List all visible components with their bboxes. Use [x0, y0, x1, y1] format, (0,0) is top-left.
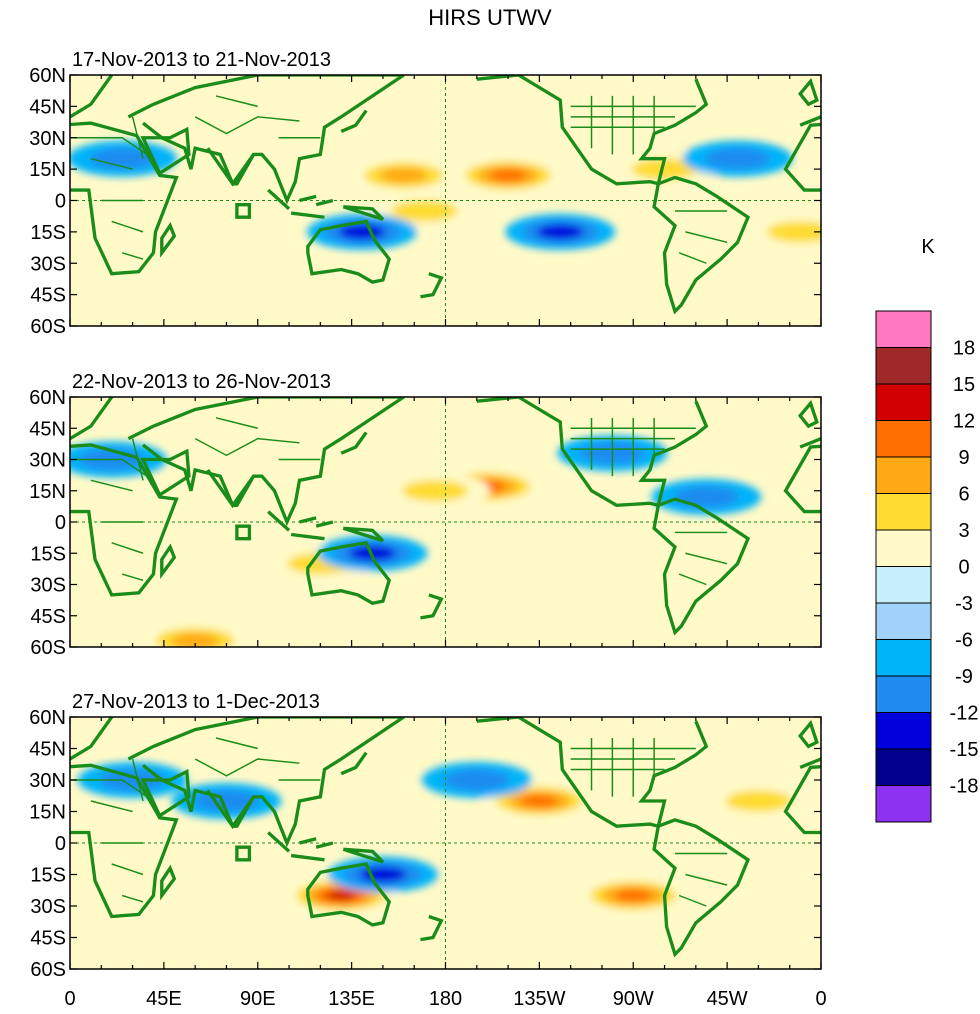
- colorbar-label: -3: [955, 593, 973, 615]
- y-tick-label: 0: [55, 191, 66, 213]
- colorbar-label: -18: [950, 776, 979, 798]
- y-tick-label: 45S: [30, 928, 66, 950]
- anomaly-contour: [489, 169, 527, 182]
- x-tick-label: 180: [429, 988, 462, 1010]
- colorbar-swatch: [875, 639, 932, 677]
- y-tick-label: 45N: [29, 418, 66, 440]
- colorbar-swatch: [875, 420, 932, 458]
- colorbar-swatch: [875, 493, 932, 531]
- colorbar-swatch: [875, 383, 932, 421]
- y-tick-label: 30S: [30, 575, 66, 597]
- colorbar-swatch: [875, 529, 932, 567]
- anomaly-contour: [402, 479, 469, 502]
- anomaly-contour: [89, 147, 156, 170]
- colorbar-label: 9: [958, 447, 969, 469]
- colorbar-swatch: [875, 310, 932, 348]
- y-tick-label: 45S: [30, 285, 66, 307]
- panel-label: 27-Nov-2013 to 1-Dec-2013: [72, 691, 320, 713]
- colorbar-label: -9: [955, 666, 973, 688]
- colorbar-label: 15: [953, 374, 975, 396]
- y-tick-label: 60S: [30, 637, 66, 659]
- colorbar-label: 3: [958, 520, 969, 542]
- x-tick-label: 0: [815, 988, 826, 1010]
- anomaly-field: [70, 75, 821, 326]
- colorbar-label: -15: [950, 739, 979, 761]
- map-panel-1: 17-Nov-2013 to 21-Nov-2013 60N 45N 30N 15N 0 1…: [29, 49, 822, 338]
- y-tick-label: 45S: [30, 606, 66, 628]
- anomaly-contour: [536, 224, 584, 240]
- y-tick-label: 15N: [29, 802, 66, 824]
- anomaly-contour: [767, 221, 821, 243]
- figure-title: HIRS UTWV: [428, 5, 552, 30]
- anomaly-contour: [359, 866, 407, 883]
- colorbar-swatch: [875, 785, 932, 823]
- x-tick-label: 90W: [613, 988, 654, 1010]
- anomaly-field: [70, 717, 821, 969]
- anomaly-field: [70, 397, 821, 647]
- colorbar-swatch: [875, 748, 932, 786]
- anomaly-contour: [443, 769, 510, 791]
- y-tick-label: 60N: [29, 65, 66, 87]
- anomaly-contour: [725, 790, 792, 812]
- colorbar-swatch: [875, 675, 932, 713]
- colorbar-label: 6: [958, 484, 969, 506]
- y-tick-label: 60N: [29, 387, 66, 409]
- x-tick-label: 135E: [328, 988, 375, 1010]
- colorbar-swatch: [875, 456, 932, 494]
- y-tick-label: 60N: [29, 707, 66, 729]
- anomaly-contour: [631, 158, 698, 180]
- colorbar-swatch: [875, 602, 932, 640]
- y-tick-label: 45N: [29, 96, 66, 118]
- colorbar-swatch: [875, 347, 932, 385]
- anomaly-contour: [614, 889, 652, 902]
- anomaly-contour: [391, 200, 458, 222]
- x-tick-label: 0: [64, 988, 75, 1010]
- y-tick-label: 30S: [30, 253, 66, 275]
- y-tick-label: 45N: [29, 739, 66, 761]
- x-tick-label: 45E: [146, 988, 182, 1010]
- colorbar-label: 12: [953, 411, 975, 433]
- map-panel-3: 27-Nov-2013 to 1-Dec-2013 60N 45N 30N 15N 0 15…: [29, 691, 822, 981]
- colorbar-label: -6: [955, 630, 973, 652]
- colorbar: 18 15 12 9 6 3 0 -3 -6 -9 -12 -15 -18 K: [875, 236, 979, 823]
- x-tick-label: 90E: [240, 988, 276, 1010]
- y-tick-label: 15N: [29, 159, 66, 181]
- y-tick-label: 60S: [30, 959, 66, 981]
- anomaly-contour: [99, 769, 166, 791]
- colorbar-swatch: [875, 566, 932, 604]
- panel-label: 22-Nov-2013 to 26-Nov-2013: [72, 371, 331, 393]
- colorbar-label: -12: [950, 703, 979, 725]
- colorbar-label: 18: [953, 338, 975, 360]
- y-tick-label: 30N: [29, 450, 66, 472]
- map-panel-2: 22-Nov-2013 to 26-Nov-2013 60N 45N 30N 15N 0 1…: [29, 371, 822, 659]
- colorbar-unit: K: [921, 236, 935, 258]
- y-tick-label: 15S: [30, 865, 66, 887]
- anomaly-contour: [171, 633, 219, 647]
- colorbar-label: 0: [958, 557, 969, 579]
- y-tick-label: 30S: [30, 896, 66, 918]
- y-tick-label: 15N: [29, 481, 66, 503]
- anomaly-contour: [326, 890, 357, 901]
- anomaly-contour: [673, 486, 740, 508]
- x-tick-label: 45W: [707, 988, 748, 1010]
- anomaly-contour: [521, 795, 558, 807]
- y-tick-label: 60S: [30, 316, 66, 338]
- x-tick-label: 135W: [513, 988, 565, 1010]
- y-tick-label: 15S: [30, 222, 66, 244]
- panel-label: 17-Nov-2013 to 21-Nov-2013: [72, 49, 331, 71]
- anomaly-contour: [380, 167, 428, 184]
- y-tick-label: 15S: [30, 543, 66, 565]
- colorbar-swatch: [875, 712, 932, 750]
- y-tick-label: 0: [55, 512, 66, 534]
- y-tick-label: 30N: [29, 770, 66, 792]
- y-tick-label: 0: [55, 833, 66, 855]
- anomaly-contour: [704, 147, 771, 170]
- y-tick-label: 30N: [29, 128, 66, 150]
